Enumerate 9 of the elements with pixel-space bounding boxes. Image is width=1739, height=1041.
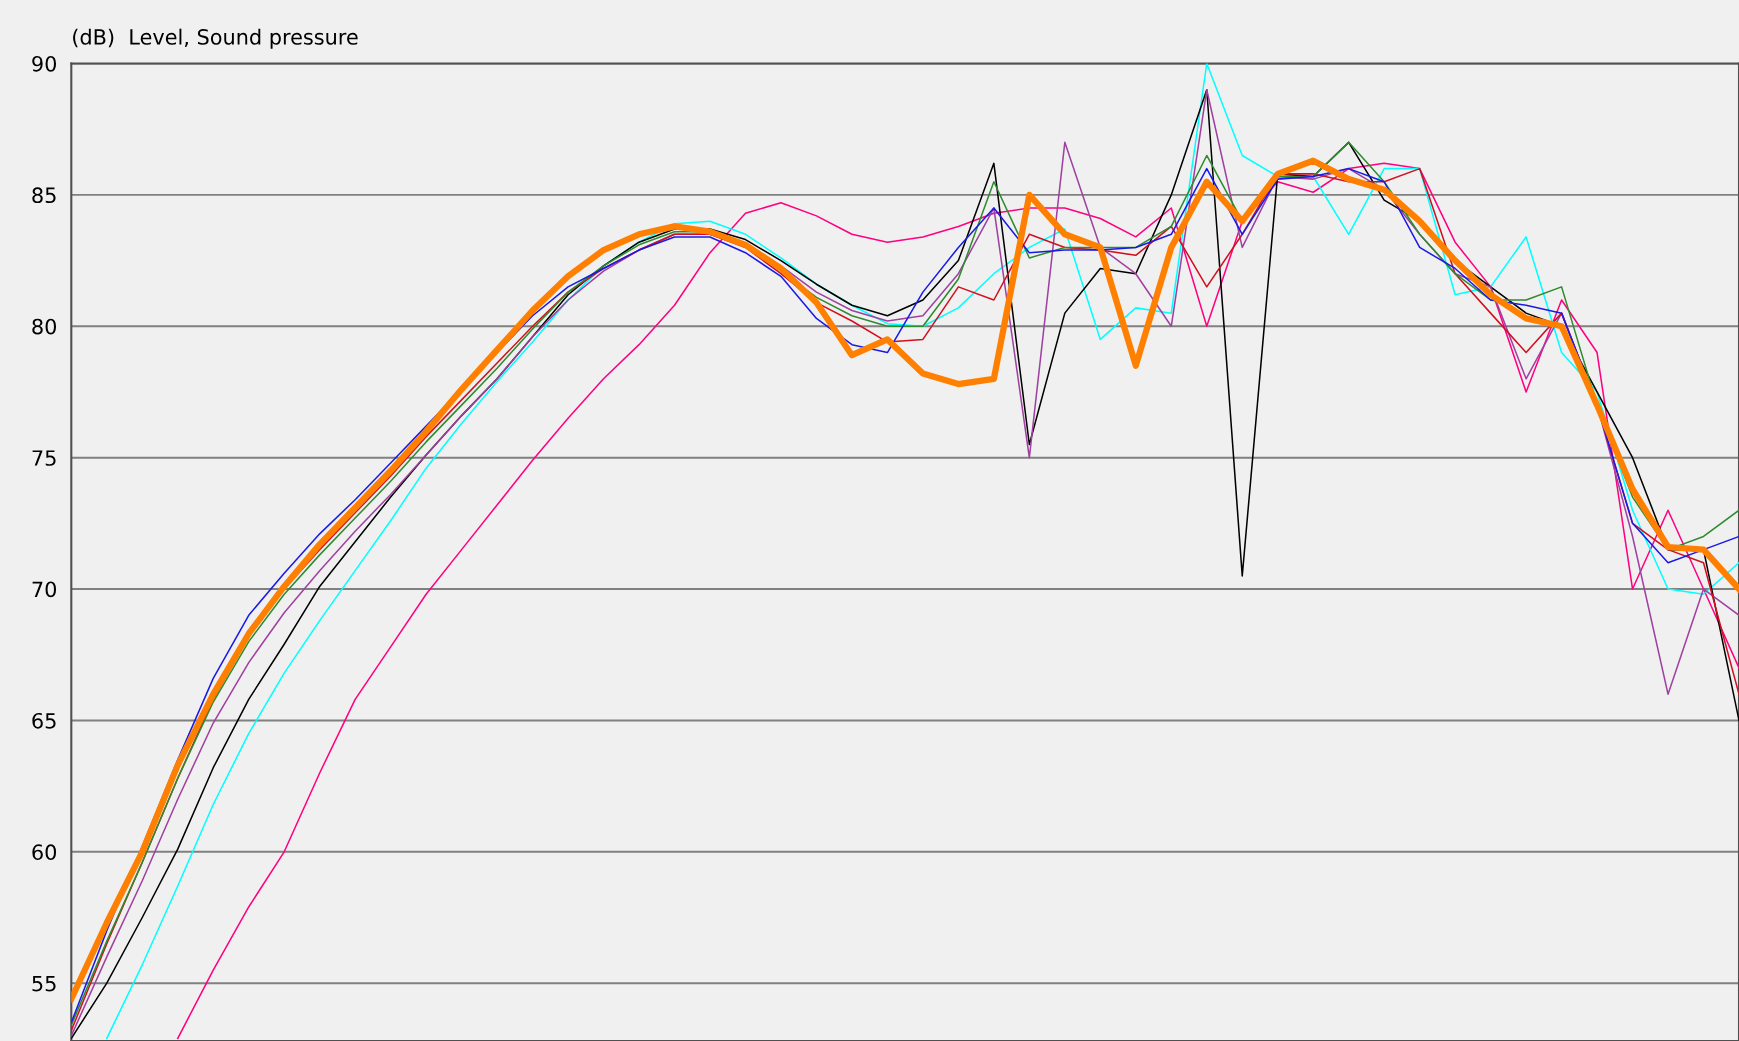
y-tick-label: 75 bbox=[32, 450, 56, 466]
y-tick-label: 85 bbox=[32, 187, 56, 204]
y-tick-label: 80 bbox=[32, 318, 57, 335]
y-tick-label: 70 bbox=[32, 581, 57, 598]
y-tick-label: 65 bbox=[32, 712, 56, 729]
y-tick-label: 90 bbox=[32, 55, 57, 72]
y-tick-label: 55 bbox=[32, 975, 56, 992]
y-axis-title: (dB) Level, Sound pressure bbox=[73, 28, 358, 49]
y-tick-label: 60 bbox=[32, 844, 57, 861]
